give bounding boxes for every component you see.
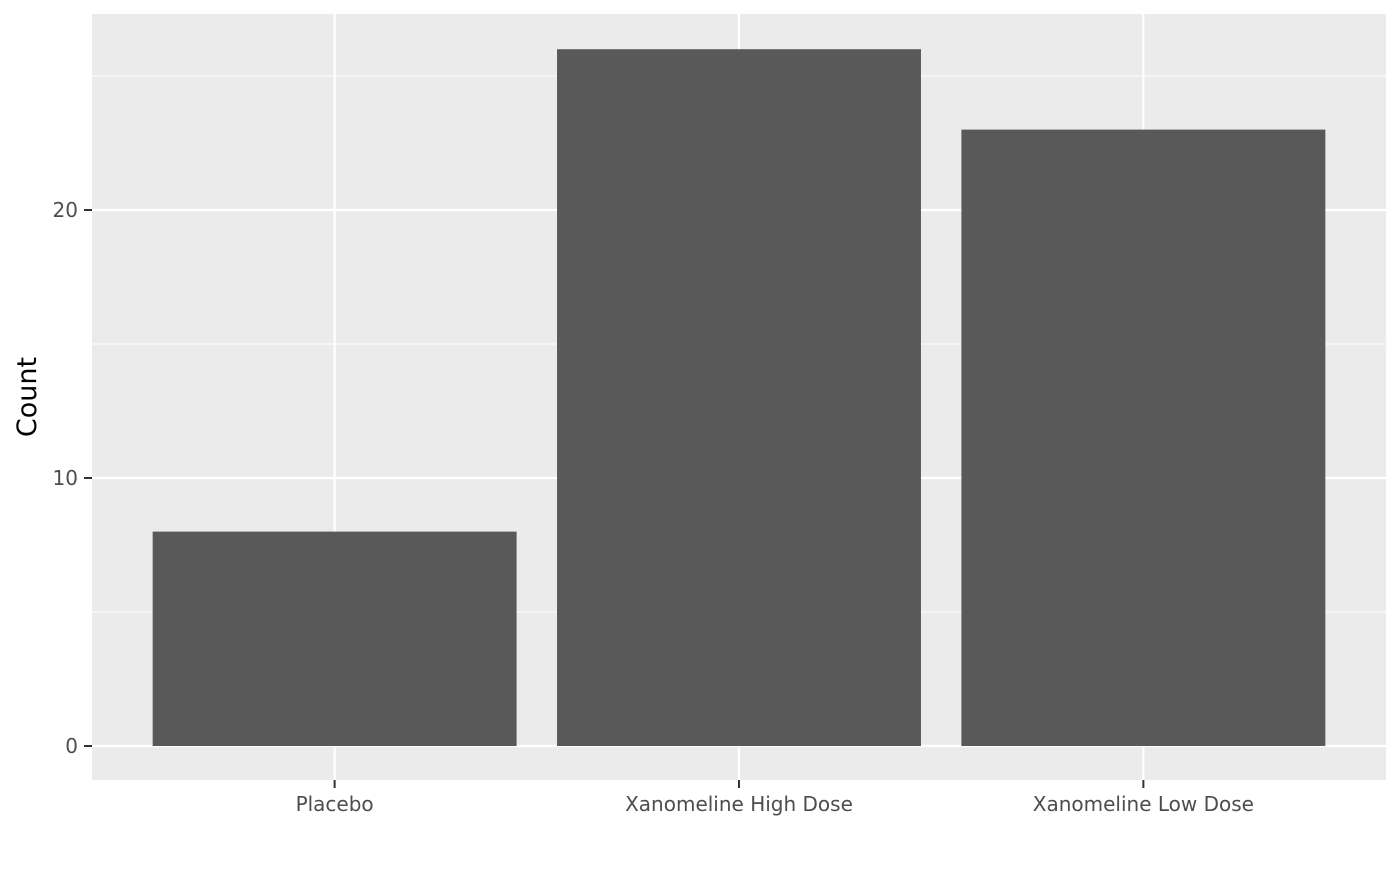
x-tick-label: Xanomeline High Dose: [625, 792, 853, 816]
y-tick-label: 10: [53, 466, 78, 490]
y-tick-label: 20: [53, 198, 78, 222]
x-axis: Placebo Xanomeline High Dose Xanomeline Lo…: [296, 780, 1254, 816]
bar-xanomeline-high-dose: [557, 49, 921, 746]
x-tick-label: Placebo: [296, 792, 374, 816]
bar-placebo: [152, 531, 517, 746]
x-tick-label: Xanomeline Low Dose: [1033, 792, 1254, 816]
bars-group: [152, 49, 1326, 747]
bar-xanomeline-low-dose: [961, 129, 1326, 747]
y-tick-label: 0: [65, 734, 78, 758]
y-axis: 0 10 20: [53, 198, 92, 758]
y-axis-title: Count: [12, 357, 43, 437]
